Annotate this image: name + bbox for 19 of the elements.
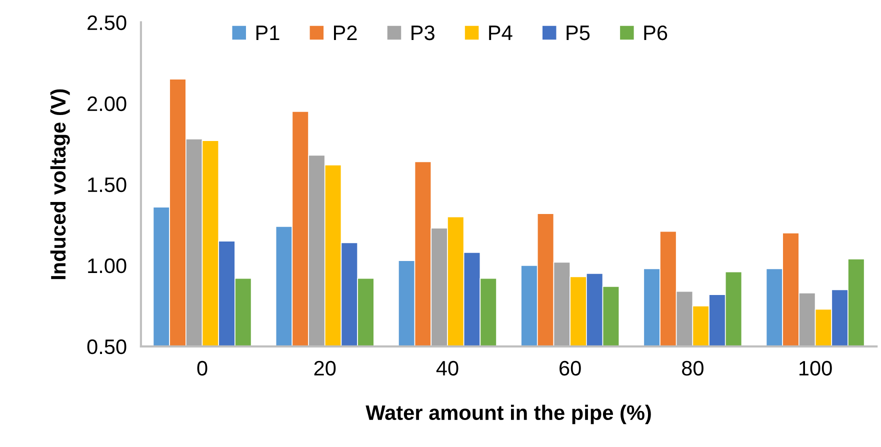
- legend-label: P1: [256, 26, 280, 40]
- y-tick-label: 1.00: [88, 258, 126, 274]
- y-tick-label: 1.50: [88, 177, 126, 192]
- x-tick-label: 60: [560, 360, 581, 376]
- legend-label: P4: [489, 26, 512, 40]
- y-tick-label: 2.50: [88, 15, 126, 30]
- legend-label: P3: [412, 25, 434, 40]
- y-tick-label: 2.00: [88, 96, 126, 112]
- x-tick-label: 40: [436, 360, 458, 376]
- legend-label: P5: [566, 26, 590, 40]
- x-tick-label: 20: [314, 360, 336, 376]
- legend-label: P2: [334, 25, 357, 40]
- y-axis-title: Induced voltage (V): [50, 89, 70, 280]
- x-tick-label: 100: [800, 360, 832, 376]
- legend-label: P6: [644, 25, 668, 40]
- x-tick-label: 0: [197, 360, 208, 376]
- x-tick-label: 80: [682, 360, 704, 376]
- y-tick-label: 0.50: [87, 339, 126, 354]
- x-axis-title: Water amount in the pipe (%): [366, 404, 651, 424]
